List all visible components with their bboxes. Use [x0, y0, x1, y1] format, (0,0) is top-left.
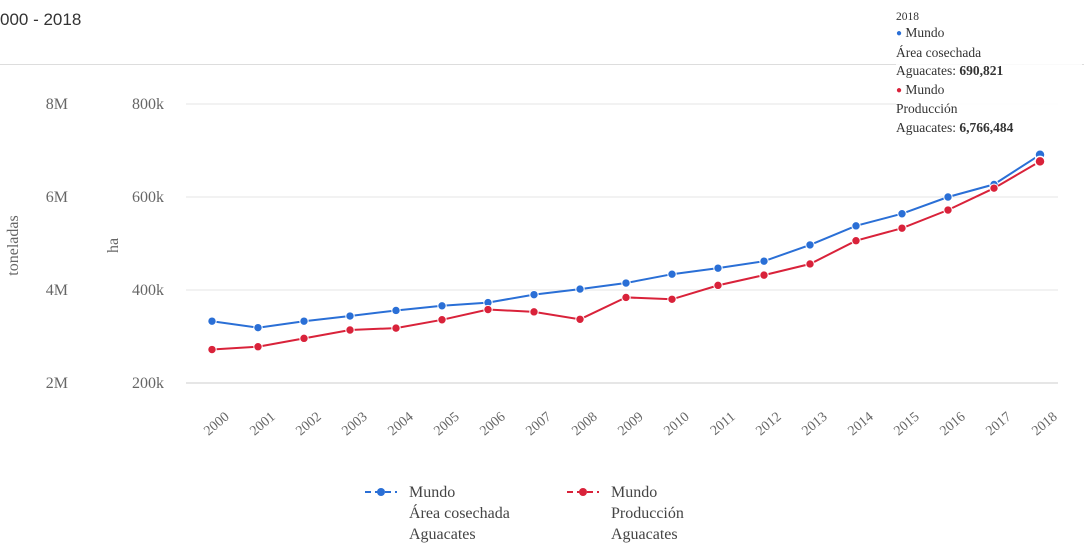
legend-label: Aguacates — [611, 526, 678, 543]
data-point-production[interactable] — [713, 280, 723, 291]
tooltip-region-area: Mundo — [905, 25, 945, 40]
data-point-production[interactable] — [621, 292, 631, 303]
tooltip-element-production: Producción — [896, 101, 958, 116]
data-point-production[interactable] — [391, 323, 401, 333]
data-point-production[interactable] — [575, 314, 585, 324]
y-axis-title-ha: ha — [105, 238, 122, 253]
data-point-area[interactable] — [391, 305, 401, 316]
data-point-area[interactable] — [299, 316, 309, 326]
x-tick-label: 2001 — [247, 410, 278, 439]
x-tick-label: 2008 — [569, 410, 600, 439]
data-point-production[interactable] — [805, 259, 815, 269]
y-axis-ha: 200k 400k 600k 800k ha — [105, 96, 164, 392]
tooltip-item-production: ● Mundo Producción Aguacates: 6,766,484 — [896, 81, 1082, 138]
legend-marker-icon — [377, 488, 385, 496]
data-point-production[interactable] — [299, 333, 309, 344]
x-tick-label: 2003 — [339, 410, 370, 439]
header-divider — [0, 64, 1084, 65]
data-point-area[interactable] — [805, 240, 815, 250]
legend-label: Producción — [611, 505, 684, 522]
data-point-production[interactable] — [943, 205, 953, 215]
x-tick-label: 2007 — [523, 410, 554, 439]
y-tick-label-ha: 200k — [132, 375, 164, 392]
x-tick-label: 2013 — [799, 410, 830, 439]
legend-item-production[interactable]: Mundo Producción Aguacates — [567, 484, 684, 543]
tooltip-value-production: 6,766,484 — [959, 119, 1014, 135]
x-axis: 2000 2001 2002 2003 2004 2005 2006 2007 2008 2009… — [201, 410, 1060, 439]
tooltip-item-area: ● Mundo Área cosechada Aguacates: 690,82… — [896, 24, 1082, 81]
data-point-area[interactable] — [713, 263, 723, 273]
y-tick-label-toneladas: 2M — [46, 375, 68, 392]
series-group — [207, 149, 1046, 355]
data-point-production[interactable] — [207, 344, 217, 355]
x-tick-label: 2000 — [201, 410, 232, 439]
legend[interactable]: Mundo Área cosechada Aguacates Mundo Producc… — [365, 484, 684, 543]
grid-lines — [186, 103, 1058, 384]
data-point-area[interactable] — [759, 256, 769, 266]
data-point-production[interactable] — [1034, 155, 1046, 168]
data-point-area[interactable] — [253, 322, 263, 333]
legend-label: Mundo — [611, 484, 657, 501]
x-tick-label: 2005 — [431, 410, 462, 439]
legend-label: Mundo — [409, 484, 455, 501]
x-tick-label: 2009 — [615, 410, 646, 439]
data-point-area[interactable] — [437, 301, 447, 311]
data-point-production[interactable] — [345, 325, 355, 335]
y-axis-toneladas: 2M 4M 6M 8M toneladas — [5, 96, 68, 392]
x-tick-label: 2011 — [708, 410, 739, 439]
y-axis-title-toneladas: toneladas — [5, 215, 22, 275]
y-tick-label-toneladas: 4M — [46, 282, 68, 299]
data-point-area[interactable] — [943, 192, 953, 202]
legend-label: Área cosechada — [409, 503, 510, 522]
tooltip-element-area: Área cosechada — [896, 44, 982, 60]
x-tick-label: 2002 — [293, 410, 324, 439]
period-title: 000 - 2018 — [0, 10, 82, 29]
y-tick-label-ha: 800k — [132, 96, 164, 113]
tooltip-dot-area-icon: ● — [896, 28, 903, 39]
data-point-area[interactable] — [621, 278, 631, 288]
legend-label: Aguacates — [409, 526, 476, 543]
tooltip-region-production: Mundo — [905, 81, 945, 97]
series-line-production[interactable] — [211, 160, 1041, 351]
data-point-area[interactable] — [345, 311, 355, 321]
tooltip-value-area: 690,821 — [959, 63, 1004, 78]
legend-item-area[interactable]: Mundo Área cosechada Aguacates — [365, 484, 510, 543]
x-tick-label: 2015 — [891, 410, 922, 439]
x-tick-label: 2012 — [753, 410, 784, 439]
x-tick-label: 2018 — [1029, 410, 1060, 439]
legend-marker-icon — [579, 488, 587, 496]
y-tick-label-ha: 600k — [132, 189, 164, 206]
data-point-production[interactable] — [437, 315, 447, 325]
x-tick-label: 2004 — [385, 410, 416, 439]
data-point-production[interactable] — [253, 342, 263, 352]
data-point-production[interactable] — [897, 223, 907, 233]
data-point-production[interactable] — [667, 294, 677, 304]
data-point-area[interactable] — [207, 316, 217, 326]
x-tick-label: 2010 — [661, 410, 692, 439]
data-point-production[interactable] — [529, 307, 539, 317]
data-point-production[interactable] — [483, 304, 493, 315]
x-tick-label: 2014 — [845, 410, 876, 439]
data-point-area[interactable] — [667, 269, 677, 279]
tooltip-dot-production-icon: ● — [896, 84, 903, 96]
tooltip: 2018 ● Mundo Área cosechada Aguacates: 6… — [896, 10, 1082, 137]
data-point-area[interactable] — [851, 221, 861, 231]
x-tick-label: 2006 — [477, 410, 508, 439]
y-tick-label-toneladas: 8M — [46, 96, 68, 113]
tooltip-label-production: Aguacates: — [896, 119, 956, 135]
y-tick-label-ha: 400k — [132, 282, 164, 299]
data-point-production[interactable] — [759, 270, 769, 280]
tooltip-year: 2018 — [896, 11, 919, 23]
data-point-production[interactable] — [851, 236, 861, 246]
data-point-production[interactable] — [989, 183, 999, 193]
data-point-area[interactable] — [529, 289, 539, 300]
x-tick-label: 2016 — [937, 410, 968, 439]
tooltip-label-area: Aguacates: — [896, 63, 956, 78]
x-tick-label: 2017 — [983, 410, 1014, 439]
y-tick-label-toneladas: 6M — [46, 189, 68, 206]
data-point-area[interactable] — [575, 284, 585, 294]
data-point-area[interactable] — [897, 209, 907, 219]
